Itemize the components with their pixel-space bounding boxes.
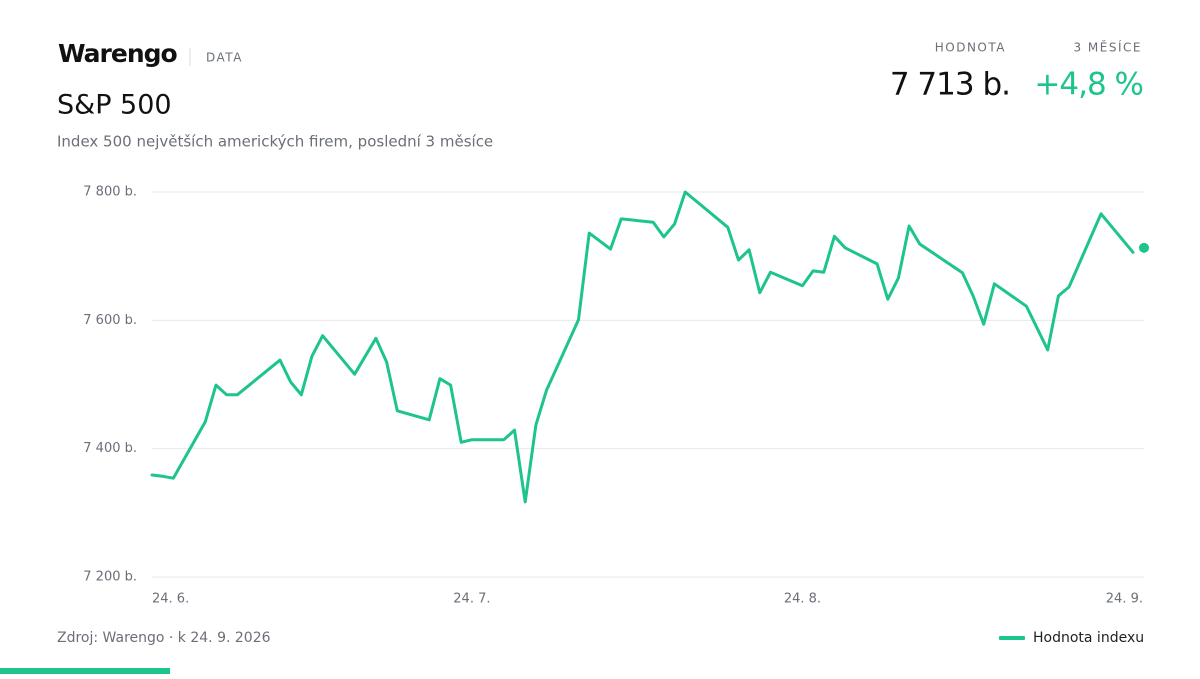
- accent-bar: [0, 668, 170, 674]
- change-label: 3 MĚSÍCE: [1073, 40, 1142, 55]
- x-tick-label: 24. 6.: [152, 592, 189, 607]
- section: DATA: [206, 51, 243, 65]
- current-value: 7 713 b.: [890, 67, 1010, 103]
- legend-label: Hodnota indexu: [1033, 630, 1144, 646]
- stat-label: HODNOTA: [935, 41, 1006, 55]
- source: Zdroj: Warengo · k 24. 9. 2026: [57, 630, 271, 646]
- y-tick-label: 7 600 b.: [83, 313, 137, 328]
- x-tick-label: 24. 8.: [784, 592, 821, 607]
- x-tick-label: 24. 7.: [453, 592, 490, 607]
- y-tick-label: 7 200 b.: [83, 570, 137, 585]
- brand: Warengo: [58, 39, 178, 68]
- change-value: +4,8 %: [1034, 67, 1143, 103]
- legend-swatch: [999, 636, 1025, 640]
- line: [150, 190, 1135, 504]
- x-tick-label: 24. 9.: [1106, 592, 1143, 607]
- y-tick-label: 7 400 b.: [83, 441, 137, 456]
- y-tick-label: 7 800 b.: [83, 185, 137, 200]
- current-dot: [1139, 242, 1149, 253]
- subtitle: Index 500 největších amerických firem, p…: [57, 133, 493, 151]
- chart-title: S&P 500: [57, 90, 172, 121]
